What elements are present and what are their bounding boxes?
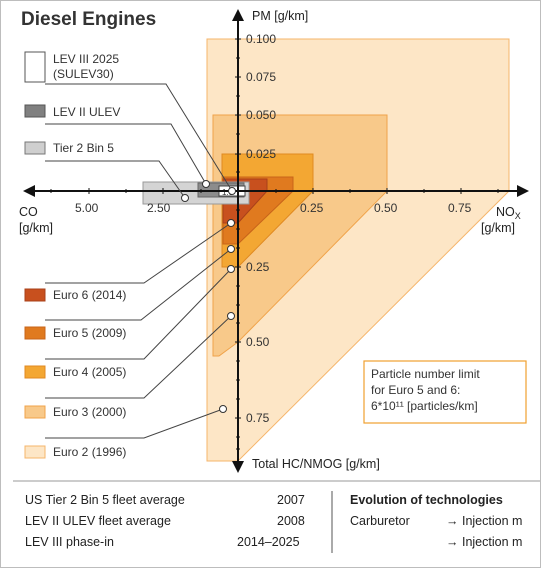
legend-label-euro6: Euro 6 (2014): [53, 288, 126, 302]
euro5-marker: [227, 245, 235, 253]
footer-row-lev2: LEV II ULEV fleet average: [25, 514, 171, 528]
legend-label-euro2: Euro 2 (1996): [53, 445, 126, 459]
nox-axis-unit: [g/km]: [481, 221, 515, 235]
legend-label-lev2-ulev: LEV II ULEV: [53, 105, 120, 119]
co-tick-250: 2.50: [147, 201, 171, 215]
hc-tick-075: 0.75: [246, 411, 270, 425]
euro3-marker: [227, 312, 235, 320]
us-leader-lines: [45, 83, 233, 199]
lev2-marker: [202, 180, 210, 188]
horizontal-ticks: [50, 188, 499, 194]
pm-arrow-icon: [232, 9, 244, 21]
footer-year-lev2: 2008: [277, 514, 305, 528]
lev3-marker: [228, 187, 236, 195]
evolution-from-carburetor: Carburetor: [350, 514, 410, 528]
legend-label-euro3: Euro 3 (2000): [53, 405, 126, 419]
pm-tick-0050: 0.050: [246, 108, 276, 122]
euro-leader-lines: [45, 222, 232, 439]
pm-tick-0025: 0.025: [246, 147, 276, 161]
co-axis-unit: [g/km]: [19, 221, 53, 235]
pm-axis-label: PM [g/km]: [252, 9, 308, 23]
hc-tick-050: 0.50: [246, 335, 270, 349]
particle-note-box: [363, 360, 527, 424]
nox-axis-label: NOX: [496, 205, 521, 221]
vertical-ticks: [235, 38, 241, 450]
euro6-marker: [227, 219, 235, 227]
euro4-marker: [227, 265, 235, 273]
footer-row-tier2: US Tier 2 Bin 5 fleet average: [25, 493, 185, 507]
evolution-to-2: → Injection m: [446, 535, 522, 549]
evolution-to-1: → Injection m: [446, 514, 522, 528]
tier2-marker: [181, 194, 189, 202]
particle-note-line2: for Euro 5 and 6:: [371, 383, 460, 397]
particle-note-line3: 6*10¹¹ [particles/km]: [371, 399, 478, 413]
footer-year-tier2: 2007: [277, 493, 305, 507]
legend-label-euro5: Euro 5 (2009): [53, 326, 126, 340]
legend-swatch-euro3: [24, 405, 46, 419]
hc-tick-025: 0.25: [246, 260, 270, 274]
legend-swatch-tier2: [24, 141, 46, 155]
footer-row-lev3: LEV III phase-in: [25, 535, 114, 549]
legend-swatch-lev2-ulev: [24, 104, 46, 118]
evolution-title: Evolution of technologies: [350, 493, 503, 507]
hc-arrow-icon: [232, 461, 244, 473]
legend-label-lev3-sub: (SULEV30): [53, 67, 114, 81]
hc-axis-label: Total HC/NMOG [g/km]: [252, 457, 380, 471]
nox-tick-075: 0.75: [448, 201, 472, 215]
legend-swatch-euro2: [24, 445, 46, 459]
legend-label-tier2: Tier 2 Bin 5: [53, 141, 114, 155]
legend-swatch-euro6: [24, 288, 46, 302]
footer-year-lev3: 2014–2025: [237, 535, 300, 549]
pm-tick-0075: 0.075: [246, 70, 276, 84]
co-arrow-icon: [23, 185, 35, 197]
legend-label-lev3: LEV III 2025: [53, 52, 119, 66]
euro2-marker: [219, 405, 227, 413]
nox-arrow-icon: [517, 185, 529, 197]
legend-swatch-euro5: [24, 326, 46, 340]
nox-tick-025: 0.25: [300, 201, 324, 215]
legend-label-euro4: Euro 4 (2005): [53, 365, 126, 379]
nox-tick-050: 0.50: [374, 201, 398, 215]
co-tick-500: 5.00: [75, 201, 99, 215]
legend-swatch-lev3: [24, 51, 46, 83]
diagram-title: Diesel Engines: [21, 9, 156, 30]
legend-swatch-euro4: [24, 365, 46, 379]
co-axis-label: CO: [19, 205, 38, 219]
pm-tick-0100: 0.100: [246, 32, 276, 46]
origin-label: 1.0: [222, 188, 234, 197]
particle-note-line1: Particle number limit: [371, 367, 480, 381]
